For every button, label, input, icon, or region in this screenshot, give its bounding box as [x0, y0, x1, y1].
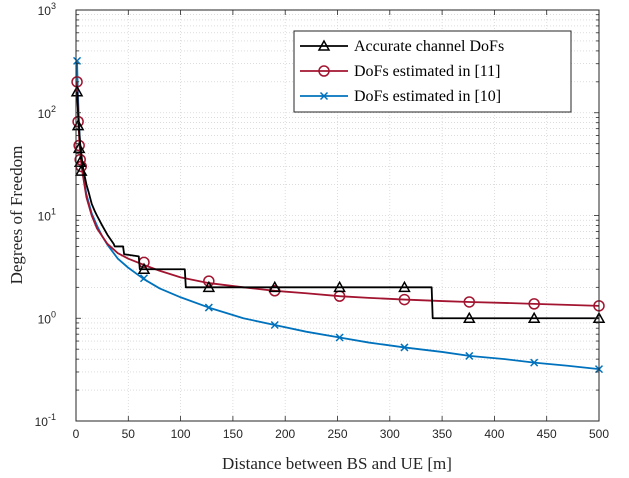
data-point-x [270, 320, 279, 330]
x-axis-title: Distance between BS and UE [m] [222, 454, 452, 473]
ticks-layer [75, 9, 600, 422]
data-point-triangle [74, 164, 88, 176]
data-point-x [139, 274, 149, 283]
data-point-x [73, 56, 82, 65]
data-point-circle [318, 65, 330, 77]
data-point-x [335, 333, 344, 342]
y-tick-exponent: 1 [51, 207, 56, 217]
y-tick-label: 102 [38, 104, 56, 121]
data-point-x [319, 91, 329, 101]
data-point-circle [74, 153, 86, 166]
y-tick-label: 103 [38, 1, 56, 18]
x-tick-label: 50 [122, 427, 136, 441]
legend-item: Accurate channel DoFs [300, 38, 504, 55]
data-point-triangle [398, 280, 411, 293]
data-point-triangle [317, 39, 331, 51]
x-tick-label: 150 [223, 427, 243, 441]
data-point-x-stroke [73, 56, 82, 65]
data-point-x-stroke [400, 343, 409, 352]
legend-item: DoFs estimated in [11] [300, 63, 501, 80]
data-point-x-stroke [465, 351, 474, 360]
data-point-x-stroke [270, 320, 279, 330]
data-point-circle [528, 298, 540, 310]
legend-item: DoFs estimated in [10] [300, 88, 501, 105]
legend-label: Accurate channel DoFs [354, 38, 504, 55]
legend-box [293, 30, 572, 113]
data-point-x-stroke [204, 303, 213, 312]
data-point-triangle [202, 280, 216, 293]
data-point-x-stroke [335, 333, 344, 342]
data-point-x-stroke [530, 358, 539, 367]
data-point-x [465, 351, 474, 360]
data-point-circle [463, 296, 476, 308]
legend: Accurate channel DoFs DoFs estimated in [… [293, 30, 572, 113]
legend-label: DoFs estimated in [10] [354, 88, 501, 105]
y-tick-exponent: 0 [51, 309, 56, 319]
data-point-triangle [463, 311, 476, 323]
x-tick-label: 200 [275, 427, 295, 441]
y-axis-title: Degrees of Freedom [7, 146, 26, 285]
series-layer [70, 56, 606, 374]
y-tick-label: 100 [38, 309, 56, 326]
x-tick-label: 0 [73, 427, 80, 441]
x-tick-labels: 0 50 100 150 200 250 300 350 400 450 500 [73, 427, 610, 441]
data-point-x [530, 358, 539, 367]
x-tick-label: 500 [589, 427, 609, 441]
x-tick-label: 400 [484, 427, 504, 441]
x-tick-label: 350 [432, 427, 452, 441]
y-tick-label: 10-1 [35, 412, 56, 429]
data-point-triangle [72, 141, 86, 154]
data-point-triangle [137, 262, 151, 274]
series-line [76, 91, 599, 320]
legend-label: DoFs estimated in [11] [354, 63, 501, 80]
data-point-triangle [268, 280, 282, 293]
data-point-triangle [333, 280, 346, 293]
series-1 [70, 85, 606, 323]
data-point-x [400, 343, 409, 352]
y-tick-exponent: 3 [51, 1, 56, 11]
x-tick-label: 300 [380, 427, 400, 441]
data-point-x-stroke [319, 91, 329, 101]
y-tick-label: 101 [38, 207, 56, 224]
data-point-circle [398, 293, 411, 306]
legend-items: Accurate channel DoFs DoFs estimated in [… [300, 38, 504, 105]
data-point-triangle [73, 155, 87, 167]
data-point-triangle [527, 311, 541, 323]
y-tick-exponent: 2 [51, 104, 56, 114]
y-tick-exponent: -1 [48, 412, 56, 422]
x-tick-label: 100 [171, 427, 191, 441]
data-point-x [204, 303, 213, 312]
data-point-triangle [70, 85, 84, 97]
data-point-x-stroke [139, 274, 149, 283]
x-tick-label: 250 [327, 427, 347, 441]
x-tick-label: 450 [537, 427, 557, 441]
data-point-circle [203, 275, 215, 287]
